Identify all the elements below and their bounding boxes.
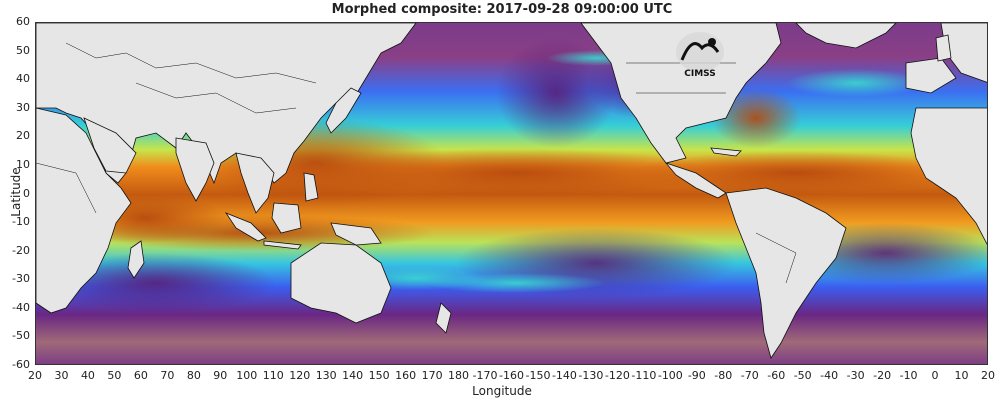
x-tick-label: 70 <box>160 369 175 382</box>
land-uk <box>935 34 952 62</box>
cimss-logo: CIMSS <box>676 32 724 79</box>
land-south-america <box>725 187 847 359</box>
x-tick-label: -20 <box>873 369 892 382</box>
x-tick-label: 180 <box>448 369 470 382</box>
x-tick-label: 50 <box>107 369 122 382</box>
land-central-america <box>664 162 727 199</box>
y-tick-label: -40 <box>12 300 30 314</box>
x-tick-label: -110 <box>631 369 657 382</box>
x-tick-label: 110 <box>262 369 284 382</box>
land-greenland <box>795 23 897 49</box>
y-tick-label: -60 <box>12 358 30 371</box>
x-tick-label: -10 <box>899 369 918 382</box>
x-tick-label: 40 <box>80 369 95 382</box>
x-tick-label: 80 <box>186 369 201 382</box>
y-tick-label: -50 <box>12 329 30 343</box>
land-sumatra <box>224 212 267 242</box>
y-tick-label: 40 <box>16 72 30 86</box>
land-africa-west <box>910 107 987 246</box>
land-madagascar <box>127 240 145 279</box>
x-tick-label: -30 <box>846 369 865 382</box>
x-axis-label: Longitude <box>472 384 532 398</box>
x-tick-label: -130 <box>578 369 604 382</box>
land-australia <box>290 242 392 324</box>
x-tick-label: 90 <box>213 369 228 382</box>
x-tick-label: 140 <box>342 369 364 382</box>
x-tick-label: -50 <box>793 369 812 382</box>
x-tick-label: -80 <box>714 369 733 382</box>
land-africa <box>36 107 132 314</box>
x-tick-label: 100 <box>236 369 258 382</box>
x-tick-label: 160 <box>395 369 417 382</box>
svg-text:CIMSS: CIMSS <box>684 69 715 79</box>
x-tick-label: -170 <box>472 369 498 382</box>
land-arabia <box>83 117 137 174</box>
y-tick-label: 50 <box>16 43 30 57</box>
land-iberia <box>905 57 957 94</box>
land-newguinea <box>330 222 382 246</box>
x-tick-label: 20 <box>981 369 995 382</box>
y-tick-label: -10 <box>12 215 30 229</box>
land-philippines <box>303 172 319 202</box>
x-tick-label: -90 <box>687 369 706 382</box>
y-tick-label: 30 <box>16 100 30 114</box>
x-tick-label: 60 <box>133 369 148 382</box>
y-tick-label: -20 <box>12 243 30 257</box>
land-india <box>175 137 215 202</box>
x-tick-label: 10 <box>954 369 969 382</box>
x-tick-label: 20 <box>28 369 42 382</box>
x-tick-label: -150 <box>525 369 551 382</box>
x-tick-label: 130 <box>315 369 337 382</box>
land-borneo <box>271 202 302 234</box>
x-tick-label: -70 <box>740 369 759 382</box>
land-masses <box>36 23 987 359</box>
x-tick-label: 150 <box>368 369 390 382</box>
y-tick-label: -30 <box>12 272 30 286</box>
x-tick-label: -140 <box>551 369 577 382</box>
y-tick-label: 20 <box>16 129 30 143</box>
land-java <box>263 240 302 250</box>
x-tick-label: -40 <box>820 369 839 382</box>
x-tick-label: 0 <box>931 369 939 382</box>
map-title: Morphed composite: 2017-09-28 09:00:00 U… <box>331 2 673 17</box>
precipitable-water-map[interactable] <box>35 22 988 365</box>
map-canvas <box>36 23 987 364</box>
x-tick-label: -160 <box>499 369 524 382</box>
x-tick-label: -100 <box>657 369 683 382</box>
x-tick-label: 170 <box>421 369 443 382</box>
x-tick-label: 30 <box>54 369 69 382</box>
land-cuba <box>710 147 742 157</box>
x-tick-label: -60 <box>767 369 786 382</box>
land-indochina <box>235 152 275 214</box>
y-tick-label: 10 <box>16 157 30 171</box>
land-newzealand <box>435 302 452 334</box>
y-tick-label: 0 <box>23 186 30 200</box>
y-tick-label: 60 <box>16 15 30 28</box>
x-tick-label: -120 <box>604 369 630 382</box>
x-tick-label: 120 <box>289 369 311 382</box>
land-japan <box>325 87 362 134</box>
